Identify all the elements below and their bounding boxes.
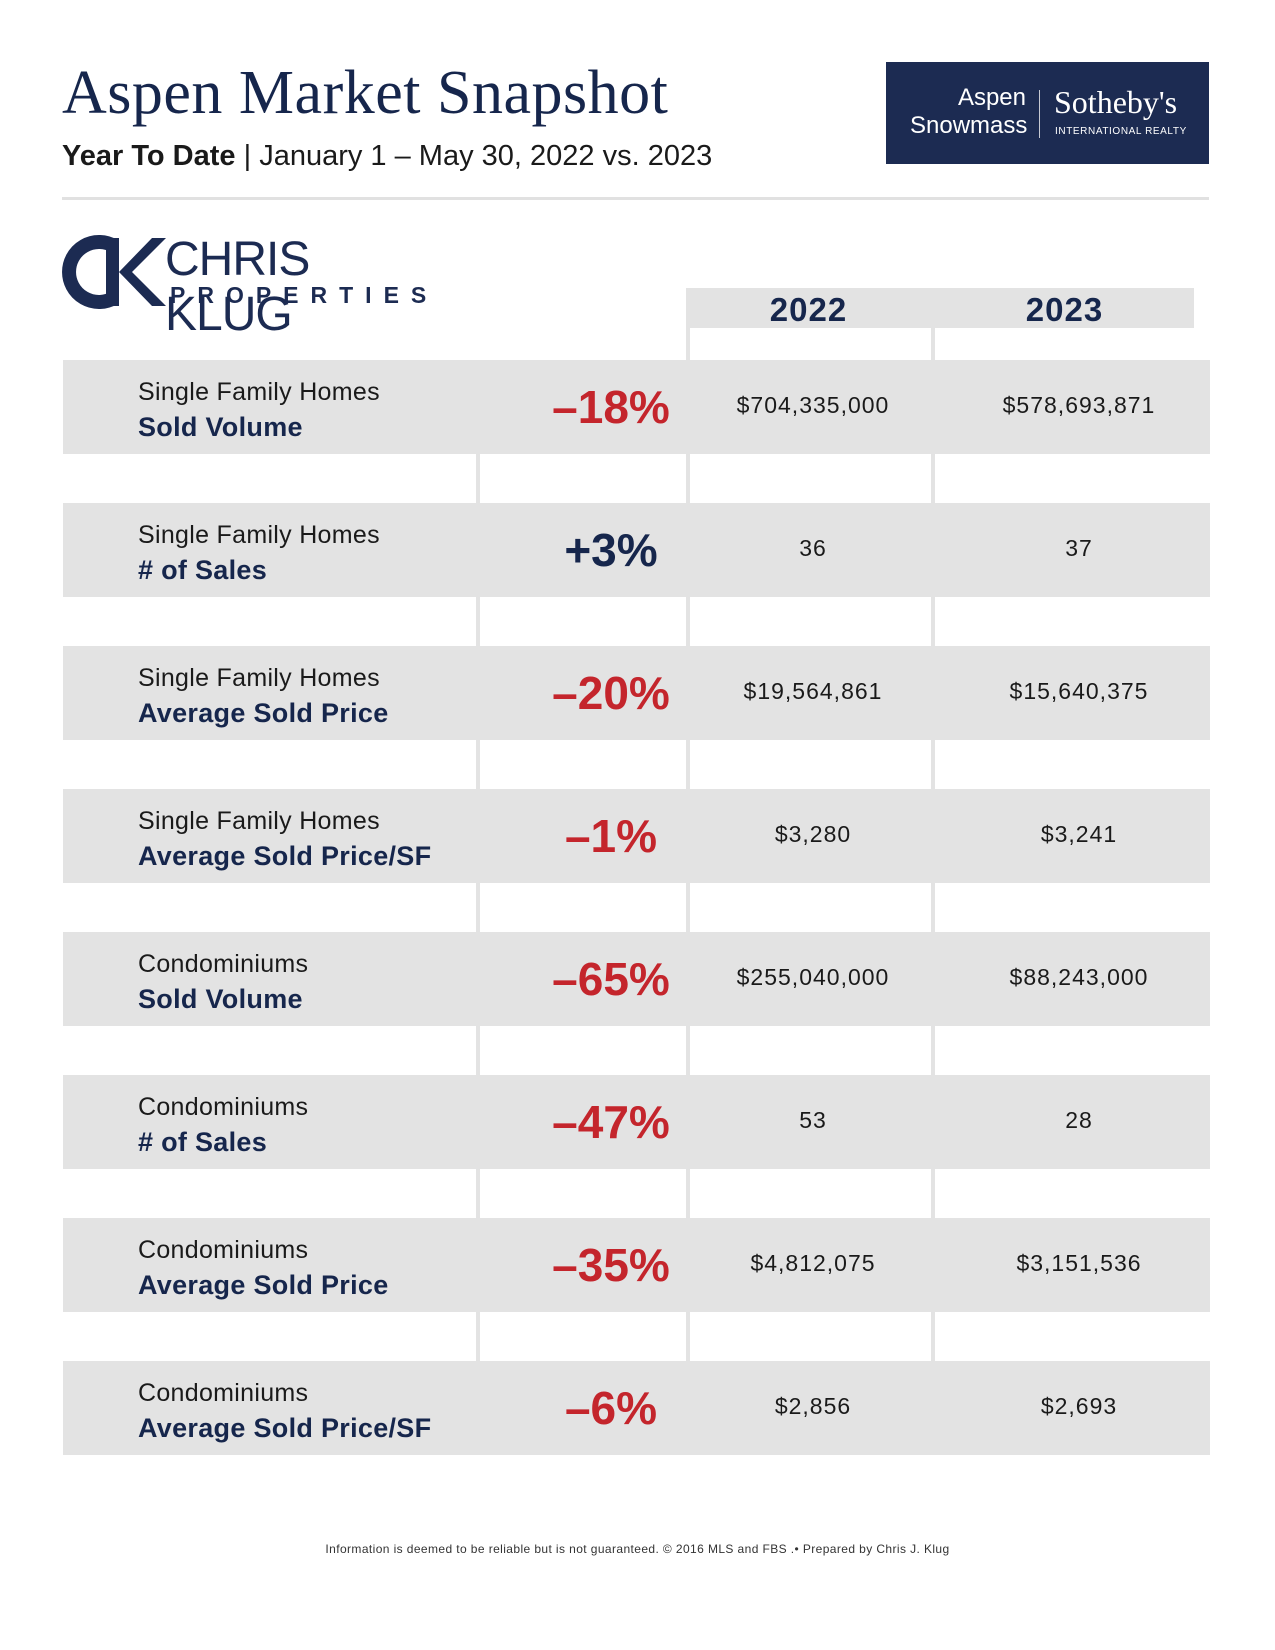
value-2022: $4,812,075 [750, 1250, 876, 1276]
row-metric: Average Sold Price [138, 698, 389, 728]
page-title: Aspen Market Snapshot [62, 59, 669, 127]
value-2022: 36 [799, 535, 827, 561]
value-2022: $704,335,000 [736, 392, 890, 418]
change-percent: –65% [552, 953, 670, 1005]
value-2023: $2,693 [1040, 1393, 1118, 1419]
change-percent: +3% [564, 524, 658, 576]
change-percent: –47% [552, 1096, 670, 1148]
value-2023: 28 [1065, 1107, 1093, 1133]
row-metric: Average Sold Price/SF [138, 841, 432, 871]
row-category: Condominiums [138, 1236, 309, 1264]
table-row: Condominiums Average Sold Price/SF –6% $2,8… [63, 1361, 1210, 1455]
table-row: Condominiums Sold Volume –65% $255,040,000 $… [63, 932, 1210, 1026]
table-row: Single Family Homes # of Sales +3% 36 37 [63, 503, 1210, 597]
chris-klug-logo: CHRIS KLUG PROPERTIES [62, 232, 442, 341]
subtitle-date-range: January 1 – May 30, 2022 vs. 2023 [259, 140, 713, 172]
disclaimer-footer: Information is deemed to be reliable but… [325, 1542, 950, 1556]
row-category: Condominiums [138, 950, 309, 978]
value-2023: 37 [1065, 535, 1093, 561]
table-row: Single Family Homes Average Sold Price –20… [63, 646, 1210, 740]
column-header-2023: 2023 [935, 288, 1194, 328]
header-divider [62, 197, 1209, 200]
brand-location-line2: Snowmass [910, 112, 1028, 139]
brand-tagline: INTERNATIONAL REALTY [1055, 126, 1187, 137]
value-2022: $3,280 [774, 821, 852, 847]
value-2023: $15,640,375 [1009, 678, 1149, 704]
value-2022: $255,040,000 [736, 964, 890, 990]
row-metric: Sold Volume [138, 412, 303, 442]
row-metric: Average Sold Price/SF [138, 1413, 432, 1443]
row-metric: # of Sales [138, 1127, 268, 1157]
value-2022: 53 [799, 1107, 827, 1133]
value-2023: $578,693,871 [1002, 392, 1156, 418]
sothebys-logo: Aspen Snowmass Sotheby's INTERNATIONAL R… [886, 62, 1209, 164]
table-row: Single Family Homes Sold Volume –18% $704,3… [63, 360, 1210, 454]
brand-divider [1039, 90, 1040, 138]
brand-location: Aspen Snowmass [910, 84, 1028, 140]
row-metric: # of Sales [138, 555, 268, 585]
value-2023: $3,151,536 [1016, 1250, 1142, 1276]
change-percent: –35% [552, 1239, 670, 1291]
table-row: Single Family Homes Average Sold Price/SF… [63, 789, 1210, 883]
subtitle-separator: | [235, 140, 260, 172]
table-row: Condominiums # of Sales –47% 53 28 [63, 1075, 1210, 1169]
value-2023: $3,241 [1040, 821, 1118, 847]
column-header-2022: 2022 [686, 288, 931, 328]
change-percent: –18% [552, 381, 670, 433]
value-2023: $88,243,000 [1009, 964, 1149, 990]
row-category: Single Family Homes [138, 521, 380, 549]
ck-monogram-icon [62, 235, 166, 309]
logo-name: CHRIS KLUG [165, 233, 310, 341]
row-category: Single Family Homes [138, 664, 380, 692]
change-percent: –20% [552, 667, 670, 719]
value-2022: $19,564,861 [743, 678, 883, 704]
brand-name: Sotheby's [1054, 84, 1178, 120]
logo-subtitle: PROPERTIES [170, 282, 439, 308]
row-metric: Average Sold Price [138, 1270, 389, 1300]
subtitle-bold: Year To Date [62, 140, 236, 172]
brand-location-line1: Aspen [957, 84, 1026, 111]
row-category: Condominiums [138, 1093, 309, 1121]
change-percent: –1% [564, 810, 658, 862]
value-2022: $2,856 [774, 1393, 852, 1419]
change-percent: –6% [564, 1382, 658, 1434]
row-category: Single Family Homes [138, 807, 380, 835]
page-subtitle: Year To Date | January 1 – May 30, 2022 … [62, 140, 712, 173]
row-metric: Sold Volume [138, 984, 303, 1014]
row-category: Condominiums [138, 1379, 309, 1407]
row-category: Single Family Homes [138, 378, 380, 406]
table-row: Condominiums Average Sold Price –35% $4,812… [63, 1218, 1210, 1312]
